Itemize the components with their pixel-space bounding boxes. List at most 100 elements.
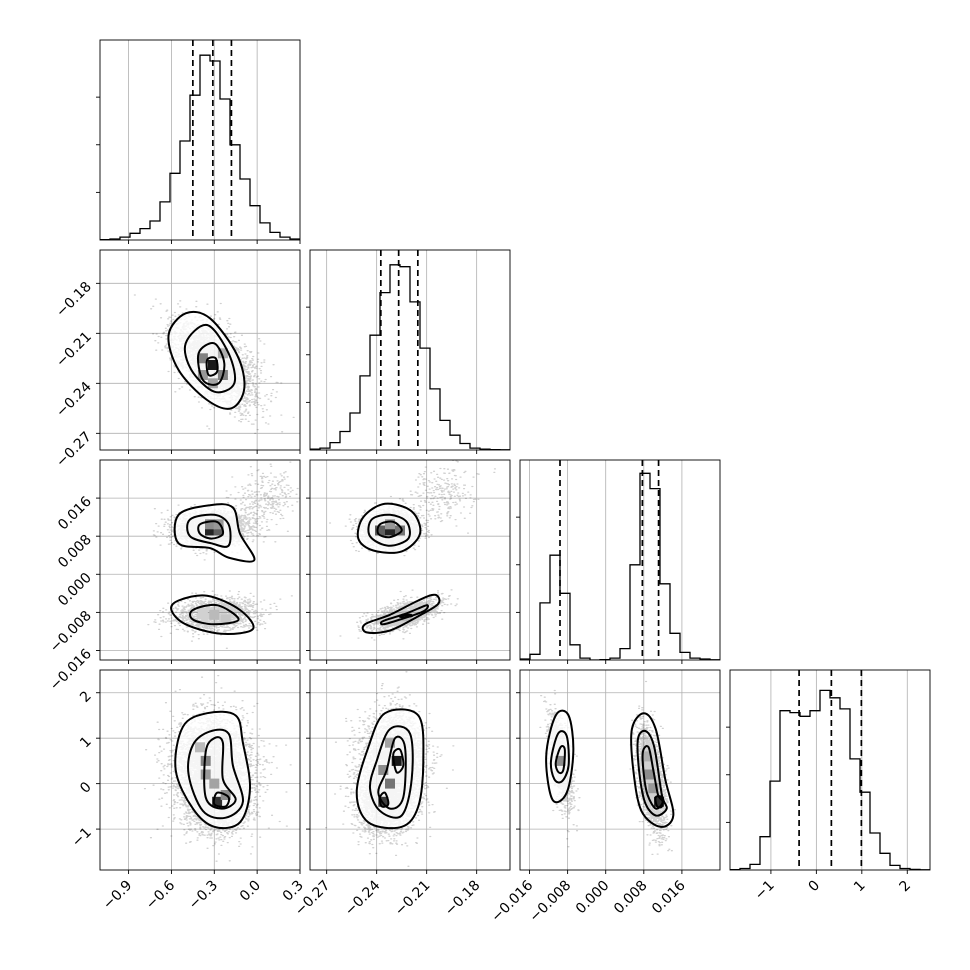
density-cell [555,755,566,766]
density-cell [385,737,395,748]
scatter-panel [143,674,292,862]
panel-frame [99,459,301,661]
density-cell [395,525,405,536]
y-tick-label: 0.016 [55,494,95,534]
density-cell [197,370,208,380]
y-tick-label: 2 [77,688,95,706]
x-tick-label: −0.24 [342,877,384,919]
x-tick-label: −0.008 [526,878,574,926]
density-cell [641,751,652,762]
y-tick-label: −0.27 [53,429,95,471]
contour-line [654,795,664,809]
contour-line [636,729,668,817]
y-tick-label: −0.18 [53,279,95,321]
density-cell [644,769,655,780]
grid-lines [529,460,683,660]
contour-line [368,725,414,819]
contour-line [377,735,407,810]
contour-line [549,730,570,784]
density-cell [195,742,205,753]
density-cell [197,607,208,618]
contour-line [398,613,414,619]
density-cell [378,765,389,775]
x-tick-label: 2 [896,878,914,896]
density-cell [212,796,223,807]
contour-line [173,503,256,563]
density-cell [209,778,220,789]
density-cell [385,778,395,789]
contour-line [378,791,390,808]
contour-line [183,323,237,394]
y-tick-label: 0 [77,779,95,797]
density-cell [197,353,208,364]
x-tick-label: −0.21 [392,878,434,920]
y-tick-label: −1 [69,825,95,851]
x-tick-label: 0.016 [649,877,689,917]
contour-line [189,603,240,626]
panel-frame [519,669,721,871]
x-tick-label: 0.0 [237,878,264,905]
x-tick-label: −1 [752,878,778,904]
histogram-3 [520,472,720,660]
grid-lines [310,460,510,660]
y-tick-label: −0.21 [53,329,95,371]
contour-line [196,342,226,386]
panel-frame [99,39,301,241]
contour-line [376,520,403,539]
panel-frame [99,669,301,871]
contour-line [630,712,675,828]
x-tick-label: −0.3 [186,878,221,913]
density-cell [385,525,395,536]
grid-lines [770,670,908,870]
panel-frame [519,459,721,661]
scatter-panel [147,461,299,649]
contour-line [186,513,232,548]
grid-lines [100,460,300,660]
contour-line [187,728,244,820]
scatter-panel [133,294,295,435]
density-cell [375,525,385,536]
density-cell [213,525,224,536]
histogram-1 [100,54,300,240]
density-cell [648,783,659,794]
contour-line [545,709,575,804]
density-cell [385,519,395,530]
contour-line [379,604,429,626]
contour-line [197,520,225,540]
y-tick-label: 0.000 [55,570,95,610]
histogram-4 [730,689,930,870]
density-cell [654,796,664,807]
x-tick-label: −0.18 [442,878,484,920]
contour-line [356,502,422,554]
scatter-panel [324,671,455,867]
x-tick-label: 0 [806,878,824,896]
scatter-panel [539,680,676,856]
x-tick-label: 0.000 [573,878,613,918]
contour-line [170,594,255,635]
scatter-panel [328,460,497,641]
contour-line [205,356,219,377]
contour-line [392,747,405,774]
x-tick-label: −0.6 [143,877,178,912]
density-cell [205,519,215,530]
contour-line [203,736,237,810]
y-tick-label: −0.24 [53,379,95,421]
contour-line [212,791,231,808]
x-tick-label: 0.008 [611,878,651,918]
contour-line [355,708,425,830]
density-cell [220,614,231,625]
contour-line [554,745,566,775]
panel-frame [309,669,511,871]
density-cell [209,609,220,620]
y-tick-label: 1 [77,734,95,752]
density-cell [378,796,389,807]
contour-line [174,710,252,830]
density-cell [391,755,402,766]
density-cell [200,769,211,780]
density-cell [207,378,218,389]
grid-lines [128,40,258,240]
x-tick-label: −0.9 [100,878,135,913]
x-tick-label: 1 [851,878,869,896]
grid-lines [326,250,478,450]
